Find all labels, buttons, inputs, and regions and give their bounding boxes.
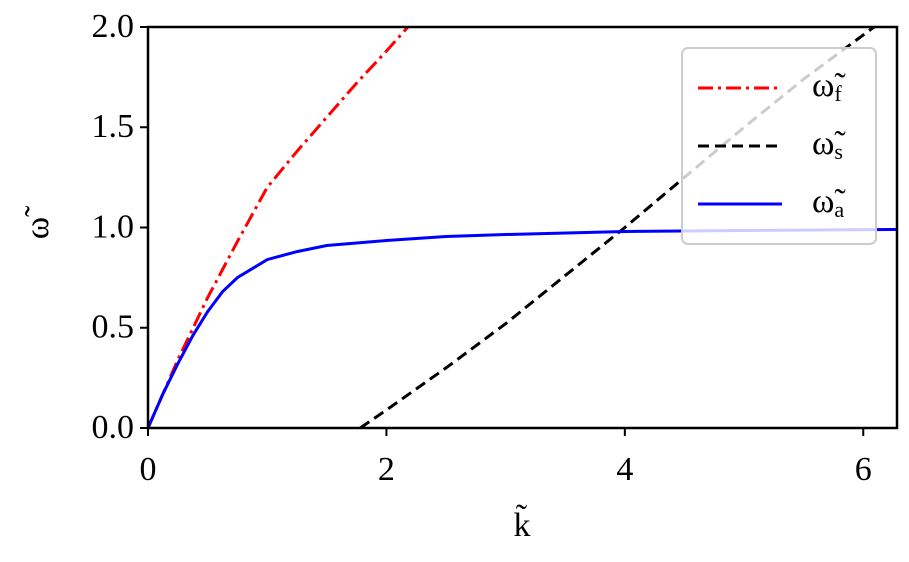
y-axis-label: ω̃ xyxy=(19,205,56,239)
plot-area xyxy=(148,27,897,428)
line xyxy=(359,27,875,428)
legend-box xyxy=(681,47,877,245)
y-tick-label: 1.5 xyxy=(92,108,135,145)
x-tick-label: 4 xyxy=(616,451,633,488)
x-tick-label: 2 xyxy=(378,451,395,488)
y-tick-label: 0.5 xyxy=(92,309,135,346)
y-tick-label: 0.0 xyxy=(92,409,135,446)
x-tick-label: 0 xyxy=(140,451,157,488)
y-tick-label: 2.0 xyxy=(92,8,135,45)
x-axis-label: k̃ xyxy=(514,504,531,544)
line xyxy=(148,27,410,428)
x-tick-label: 6 xyxy=(855,451,872,488)
line xyxy=(148,228,897,428)
y-tick-label: 1.0 xyxy=(92,208,135,245)
